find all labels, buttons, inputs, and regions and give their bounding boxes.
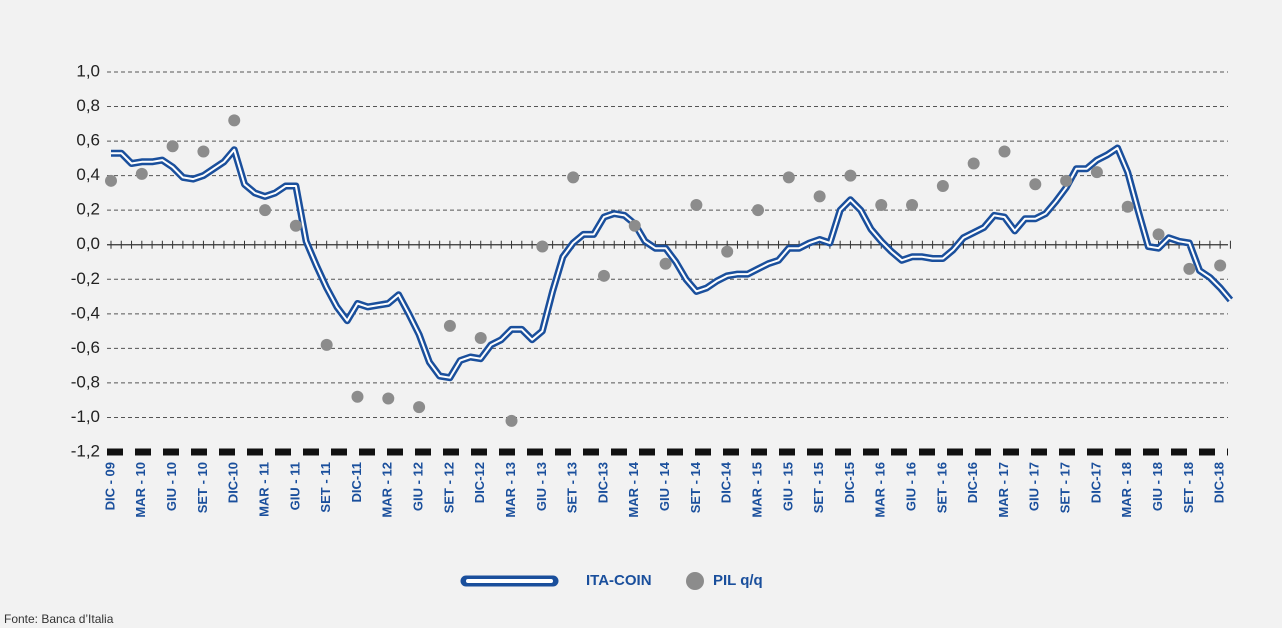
series-dot bbox=[474, 332, 487, 344]
series-dot bbox=[505, 414, 518, 427]
x-tick-label: MAR - 17 bbox=[996, 462, 1011, 518]
y-tick-label: -1,2 bbox=[71, 441, 100, 460]
y-tick-label: -0,6 bbox=[71, 338, 100, 357]
x-tick-label: MAR - 16 bbox=[873, 462, 888, 518]
series-dot bbox=[597, 269, 610, 282]
x-tick-label: MAR - 10 bbox=[133, 462, 148, 518]
y-tick-label: 0,4 bbox=[76, 165, 100, 184]
series-dot bbox=[135, 167, 148, 180]
x-tick-label: SET - 16 bbox=[934, 462, 949, 513]
y-tick-label: 0,0 bbox=[76, 234, 100, 253]
x-tick-label: SET - 18 bbox=[1181, 462, 1196, 513]
x-tick-label: SET - 13 bbox=[565, 462, 580, 513]
series-dot bbox=[1029, 178, 1042, 191]
x-tick-label: MAR - 18 bbox=[1119, 462, 1134, 518]
series-dot bbox=[844, 169, 857, 182]
x-tick-label: DIC-10 bbox=[226, 462, 241, 503]
series-dot bbox=[351, 390, 364, 403]
series-dot bbox=[105, 174, 117, 187]
series-dot bbox=[813, 190, 826, 203]
x-tick-label: MAR - 13 bbox=[503, 462, 518, 518]
series-dot bbox=[752, 204, 765, 217]
x-tick-label: DIC-17 bbox=[1088, 462, 1103, 503]
x-tick-label: MAR - 12 bbox=[380, 462, 395, 518]
x-tick-label: MAR - 15 bbox=[749, 462, 764, 518]
series-dot bbox=[721, 245, 734, 258]
x-tick-label: SET - 11 bbox=[318, 462, 333, 513]
x-tick-label: SET - 15 bbox=[811, 462, 826, 513]
series-dot bbox=[1214, 259, 1227, 272]
y-tick-label: -1,0 bbox=[71, 407, 100, 426]
series-dot bbox=[289, 219, 302, 232]
x-tick-label: GIU - 12 bbox=[411, 462, 426, 511]
x-tick-label: DIC-12 bbox=[472, 462, 487, 503]
x-tick-label: DIC-15 bbox=[842, 462, 857, 503]
x-tick-label: GIU - 11 bbox=[287, 462, 302, 510]
x-tick-label: DIC-18 bbox=[1212, 462, 1227, 503]
x-tick-label: GIU - 15 bbox=[780, 462, 795, 511]
x-tick-label: SET - 17 bbox=[1058, 462, 1073, 513]
legend-swatch bbox=[686, 572, 704, 590]
series-dot bbox=[1121, 200, 1134, 213]
x-tick-label: SET - 14 bbox=[688, 461, 703, 513]
y-tick-label: -0,4 bbox=[71, 303, 100, 322]
y-tick-label: 0,6 bbox=[76, 131, 100, 150]
x-tick-label: DIC - 09 bbox=[102, 462, 117, 510]
y-tick-label: 1,0 bbox=[76, 61, 100, 80]
x-tick-label: GIU - 18 bbox=[1150, 462, 1165, 511]
x-tick-label: DIC-11 bbox=[349, 462, 364, 502]
series-dot bbox=[567, 171, 580, 184]
x-tick-label: GIU - 14 bbox=[657, 461, 672, 511]
y-tick-label: 0,8 bbox=[76, 96, 100, 115]
series-dot bbox=[320, 338, 333, 351]
x-tick-label: DIC-14 bbox=[719, 461, 734, 503]
x-tick-label: DIC-16 bbox=[965, 462, 980, 503]
series-dot bbox=[659, 257, 672, 270]
source: Fonte: Banca d’Italia bbox=[4, 612, 114, 626]
legend-label: ITA-COIN bbox=[586, 572, 652, 589]
x-tick-label: GIU - 10 bbox=[164, 462, 179, 511]
series-dot bbox=[166, 140, 179, 153]
x-tick-label: SET - 10 bbox=[195, 462, 210, 513]
series-dot bbox=[1152, 228, 1165, 241]
y-tick-label: -0,2 bbox=[71, 269, 100, 288]
series-dot bbox=[690, 199, 703, 211]
x-tick-label: GIU - 17 bbox=[1027, 462, 1042, 511]
x-tick-label: GIU - 16 bbox=[903, 462, 918, 511]
x-tick-label: MAR - 11 bbox=[256, 462, 271, 517]
series-dot bbox=[628, 219, 641, 232]
x-tick-label: GIU - 13 bbox=[534, 462, 549, 511]
x-tick-label: DIC-13 bbox=[595, 462, 610, 503]
series-line-inner bbox=[111, 147, 1232, 379]
series-dot bbox=[443, 319, 456, 332]
series-dot bbox=[197, 145, 210, 158]
x-tick-label: MAR - 14 bbox=[626, 461, 641, 517]
series-dot bbox=[259, 204, 272, 217]
series-dot bbox=[1060, 174, 1073, 187]
y-tick-label: 0,2 bbox=[76, 200, 100, 219]
legend-label: PIL q/q bbox=[713, 572, 763, 589]
series-dot bbox=[228, 114, 241, 127]
series-dot bbox=[1090, 166, 1103, 179]
series-dot bbox=[413, 401, 426, 414]
series-dot bbox=[936, 180, 949, 192]
series-dot bbox=[1183, 262, 1196, 275]
series-dot bbox=[906, 199, 919, 211]
series-dot bbox=[875, 199, 888, 211]
series-dot bbox=[967, 157, 980, 170]
series-dot bbox=[382, 392, 395, 405]
series-dot bbox=[998, 145, 1011, 158]
series-dot bbox=[536, 240, 549, 253]
x-tick-label: SET - 12 bbox=[441, 462, 456, 513]
y-tick-label: -0,8 bbox=[71, 372, 100, 391]
series-dot bbox=[782, 171, 795, 184]
